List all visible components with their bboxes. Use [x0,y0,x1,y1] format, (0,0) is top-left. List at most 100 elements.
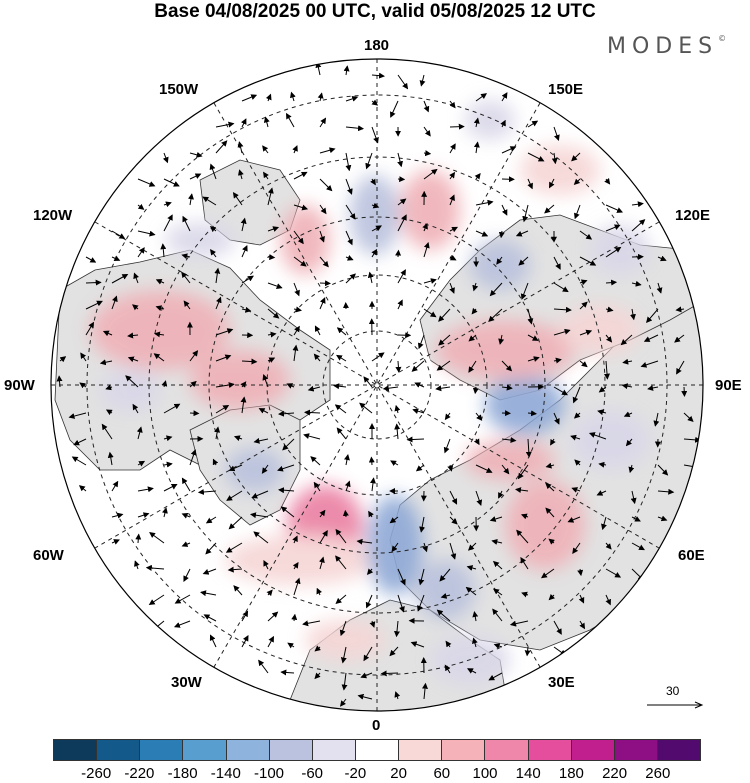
wind-vector [415,464,425,472]
wind-vector [241,275,254,284]
wind-vector [267,331,277,338]
wind-vector [202,196,217,206]
logo-text: MODES [607,34,719,59]
wind-vector [241,306,252,313]
wind-vector [262,374,269,388]
wind-vector [657,464,669,476]
wind-vector [449,123,465,130]
wind-vector [423,100,430,113]
wind-vector [548,593,555,601]
wind-vector [240,381,247,388]
wind-vector [280,506,295,518]
wind-vector [363,646,373,662]
wind-vector [443,438,451,454]
wind-vector [267,254,276,261]
colorbar-tick-label: 180 [558,765,584,782]
wind-vector [371,225,382,232]
wind-vector [111,539,120,545]
wind-vector [394,404,401,414]
colorbar-swatch [54,740,98,760]
wind-vector [515,230,529,237]
wind-vector [397,214,407,232]
wind-vector [317,92,324,102]
wind-vector [267,611,279,622]
reference-vector-arrow [647,701,704,709]
wind-vector [488,308,503,322]
wind-vector [215,328,234,336]
wind-vector [263,116,270,128]
wind-vector [371,126,379,144]
wind-vector [71,456,87,466]
colorbar-tick-label: 100 [472,765,498,782]
wind-vector [293,577,301,596]
wind-vector [501,384,513,391]
wind-vector [397,568,406,586]
wind-vector [111,295,118,310]
wind-vector [473,117,480,128]
wind-vector [319,297,326,310]
wind-vector [344,480,351,492]
wind-vector [293,282,300,297]
wind-vector [371,352,385,362]
wind-vector [489,516,503,522]
wind-vector [267,187,274,206]
wind-vector [653,412,660,427]
wind-vector [656,282,663,294]
wind-vector [241,244,248,258]
colorbar-tick-label: -180 [167,765,198,782]
wind-vector [336,327,347,336]
wind-vector [335,528,347,544]
wind-vector [449,171,456,180]
wind-vector [132,304,139,311]
wind-vector [155,279,165,285]
wind-vector [604,178,611,185]
wind-vector [471,307,478,315]
wind-vector [467,542,477,551]
wind-vector [596,490,607,496]
wind-vector [263,560,269,570]
wind-vector [286,383,295,389]
wind-vector [68,412,87,419]
wind-vector [397,152,404,168]
wind-vector [414,382,425,388]
wind-vector [135,533,142,544]
wind-vector [473,141,480,154]
wind-vector [148,594,165,606]
wind-vector [265,93,272,102]
wind-vector [319,178,333,192]
wind-vector [492,588,503,596]
wind-vector [475,464,493,473]
wind-vector [438,334,451,346]
wind-vector [395,360,402,373]
wind-vector [368,510,374,518]
wind-vector [501,464,510,475]
wind-vector [579,329,593,336]
wind-vector [345,152,352,172]
wind-vector [423,278,437,284]
wind-vector [240,217,247,232]
colorbar-swatch [355,740,400,760]
wind-vector [631,219,646,232]
wind-vector [205,542,217,555]
wind-vector [436,360,451,371]
wind-vector [449,490,458,505]
wind-vector [163,461,173,468]
wind-vector [277,464,295,472]
wind-vector [419,516,426,533]
wind-vector [182,215,191,232]
wind-vector [99,359,113,366]
wind-vector [472,282,479,292]
arctic-ocean [337,330,433,420]
wind-vector [365,594,373,609]
wind-vector [162,152,169,164]
wind-vector [527,410,537,417]
wind-vector [293,171,308,180]
wind-vector [501,360,513,372]
wind-vector [293,325,300,336]
wind-vector [227,566,243,573]
wind-vector [189,410,200,417]
colorbar-swatch [528,740,572,760]
wind-vector [183,300,191,310]
wind-vector [588,432,607,440]
wind-vector [449,282,455,294]
